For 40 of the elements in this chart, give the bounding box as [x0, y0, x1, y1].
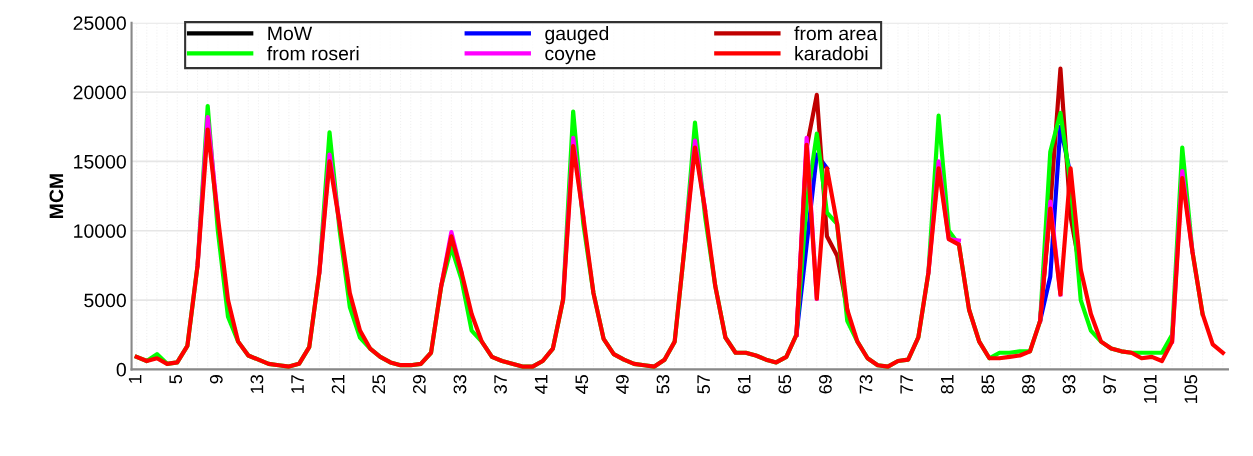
x-tick-label: 61 — [737, 375, 751, 394]
legend-label: MoW — [268, 26, 313, 41]
x-tick-label: 89 — [1022, 375, 1035, 394]
x-tick-label: 85 — [981, 374, 995, 394]
x-tick-label: 105 — [1184, 374, 1198, 403]
x-tick-label: 53 — [656, 375, 670, 394]
x-tick-label: 81 — [940, 375, 954, 394]
x-tick-label: 33 — [453, 375, 467, 394]
x-tick-label: 57 — [697, 375, 710, 394]
y-tick-label: 10000 — [74, 224, 126, 238]
legend-label: gauged — [545, 26, 609, 45]
x-tick-label: 25 — [372, 374, 386, 394]
x-tick-label: 93 — [1062, 375, 1076, 394]
y-tick-label: 5000 — [84, 293, 126, 308]
legend-label: from roseri — [267, 46, 359, 61]
legend-label: coyne — [545, 49, 596, 65]
x-tick-label: 21 — [331, 375, 345, 394]
x-tick-label: 29 — [412, 375, 426, 394]
legend-label: from area — [794, 26, 878, 41]
x-tick-label: 69 — [819, 375, 832, 394]
y-tick-label: 15000 — [74, 154, 126, 169]
x-tick-label: 77 — [900, 375, 913, 394]
y-tick-label: 0 — [116, 362, 126, 377]
x-tick-label: 45 — [575, 374, 589, 394]
x-tick-label: 49 — [615, 375, 629, 394]
x-tick-label: 97 — [1103, 375, 1117, 394]
x-tick-label: 17 — [291, 375, 304, 393]
legend-label: karadobi — [795, 46, 868, 61]
x-tick-label: 5 — [169, 374, 183, 384]
x-tick-label: 37 — [494, 375, 507, 394]
x-tick-label: 73 — [859, 375, 873, 394]
x-tick-label: 101 — [1143, 375, 1157, 403]
x-tick-label: 1 — [128, 375, 142, 383]
y-tick-label: 20000 — [73, 85, 126, 100]
y-tick-label: 25000 — [73, 16, 126, 31]
x-tick-label: 41 — [534, 375, 548, 394]
y-axis-title: MCM — [49, 174, 64, 218]
x-tick-label: 9 — [209, 375, 223, 384]
x-tick-label: 13 — [250, 375, 264, 393]
x-tick-label: 65 — [778, 374, 792, 394]
